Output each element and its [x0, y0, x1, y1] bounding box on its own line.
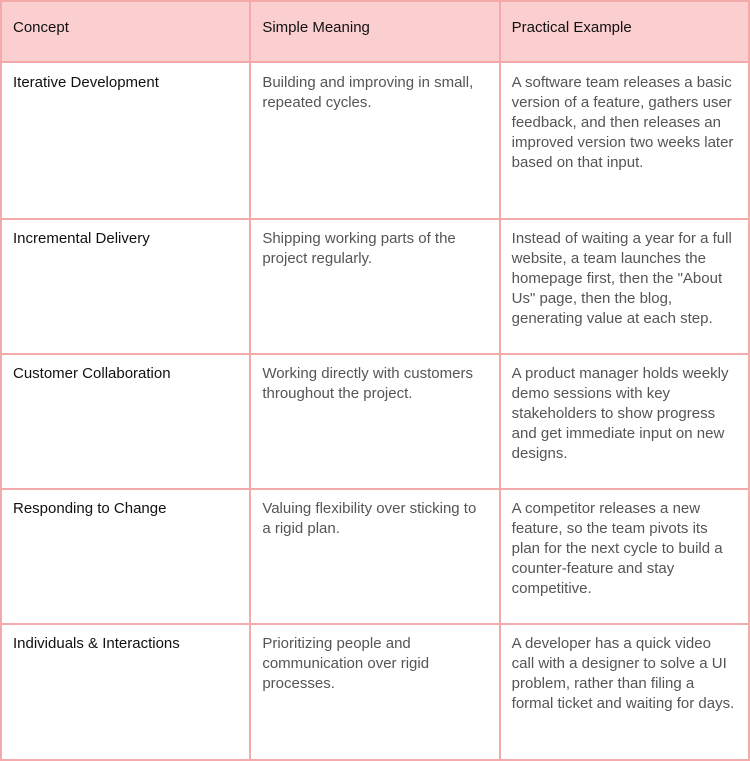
table-cell: A developer has a quick video call with … [498, 623, 750, 761]
table-cell: Building and improving in small, repeate… [249, 61, 501, 220]
table-row: Responding to Change Valuing flexibility … [0, 488, 750, 625]
table-cell: A software team releases a basic version… [498, 61, 750, 220]
table-cell: Valuing flexibility over sticking to a r… [249, 488, 501, 625]
table-row: Individuals & Interactions Prioritizing p… [0, 623, 750, 761]
concept-cell: Customer Collaboration [0, 353, 252, 490]
concept-cell: Iterative Development [0, 61, 252, 220]
header-cell: Practical Example [498, 0, 750, 63]
table-body: Iterative Development Building and improv… [0, 61, 750, 761]
header-cell: Simple Meaning [249, 0, 501, 63]
concept-cell: Responding to Change [0, 488, 252, 625]
table-row: Customer Collaboration Working directly w… [0, 353, 750, 490]
table-row: Incremental Delivery Shipping working par… [0, 218, 750, 355]
table-cell: Instead of waiting a year for a full web… [498, 218, 750, 355]
header-cell: Concept [0, 0, 252, 63]
table-cell: Prioritizing people and communication ov… [249, 623, 501, 761]
table-cell: A competitor releases a new feature, so … [498, 488, 750, 625]
header-row: Concept Simple Meaning Practical Example [0, 0, 750, 63]
table-cell: A product manager holds weekly demo sess… [498, 353, 750, 490]
table-cell: Shipping working parts of the project re… [249, 218, 501, 355]
table-row: Iterative Development Building and improv… [0, 61, 750, 220]
concept-cell: Individuals & Interactions [0, 623, 252, 761]
table-cell: Working directly with customers througho… [249, 353, 501, 490]
concept-cell: Incremental Delivery [0, 218, 252, 355]
